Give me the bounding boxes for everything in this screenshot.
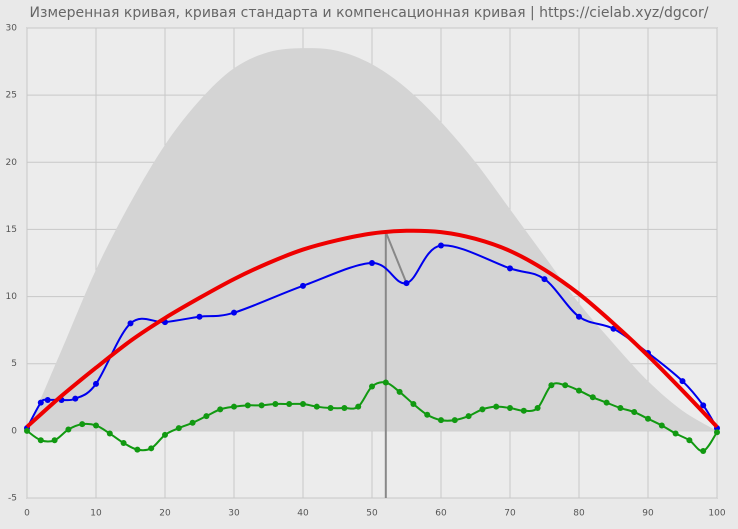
y-tick-label: 30 <box>6 24 18 34</box>
point <box>231 403 237 410</box>
x-tick-label: 20 <box>159 509 171 519</box>
point <box>37 399 44 406</box>
point <box>369 260 375 266</box>
point <box>672 430 679 437</box>
point <box>645 415 651 422</box>
point <box>369 383 375 390</box>
point <box>127 320 134 327</box>
point <box>438 417 444 424</box>
point <box>65 426 72 433</box>
point <box>424 411 431 418</box>
point <box>44 396 51 403</box>
point <box>507 265 513 272</box>
y-tick-label: 20 <box>6 158 18 168</box>
point <box>534 405 541 412</box>
point <box>24 427 30 434</box>
point <box>382 379 389 386</box>
y-tick-label: 0 <box>11 426 17 436</box>
point <box>658 422 665 429</box>
y-tick-label: 15 <box>6 225 17 235</box>
point <box>217 406 224 413</box>
point <box>576 313 582 320</box>
x-tick-label: 30 <box>228 509 240 519</box>
point <box>396 388 403 395</box>
x-tick-label: 60 <box>435 509 447 519</box>
point <box>244 402 251 409</box>
point <box>520 407 527 414</box>
y-tick-label: 25 <box>6 91 17 101</box>
area <box>27 48 717 431</box>
point <box>700 402 707 409</box>
point <box>327 405 334 412</box>
point <box>313 403 320 410</box>
x-tick-label: 0 <box>24 509 30 519</box>
point <box>51 437 58 444</box>
point <box>465 413 472 420</box>
point <box>175 425 182 432</box>
point <box>300 282 306 289</box>
point <box>507 405 513 412</box>
point <box>548 382 555 389</box>
x-tick-label: 70 <box>504 509 516 519</box>
point <box>286 401 293 407</box>
point <box>203 413 210 420</box>
point <box>451 417 458 424</box>
x-tick-label: 80 <box>573 509 585 519</box>
point <box>196 313 203 320</box>
point <box>231 309 237 316</box>
point <box>355 403 362 410</box>
point <box>410 401 417 407</box>
point <box>589 394 596 401</box>
series-line <box>25 228 719 429</box>
point <box>541 276 548 283</box>
y-tick-label: -5 <box>8 494 17 504</box>
point <box>120 439 127 446</box>
point <box>189 419 196 426</box>
point <box>272 401 279 407</box>
point <box>679 378 686 385</box>
point <box>72 395 79 402</box>
x-tick-label: 40 <box>297 509 309 519</box>
point <box>37 437 44 444</box>
chart-title: Измеренная кривая, кривая стандарта и ко… <box>30 5 709 21</box>
point <box>93 422 99 429</box>
x-tick-label: 50 <box>366 509 378 519</box>
point <box>603 399 610 406</box>
x-tick-label: 10 <box>90 509 102 519</box>
x-tick-label: 100 <box>708 509 725 519</box>
point <box>300 401 306 407</box>
point <box>162 431 168 438</box>
point <box>403 280 410 287</box>
point <box>576 387 582 394</box>
point <box>134 446 141 453</box>
point <box>714 429 720 436</box>
point <box>686 437 693 444</box>
point <box>493 403 500 410</box>
y-tick-label: 5 <box>11 359 17 369</box>
point <box>341 405 348 412</box>
point <box>562 382 569 389</box>
point <box>106 430 113 437</box>
point <box>148 445 155 452</box>
y-tick-label: 10 <box>6 292 18 302</box>
point <box>93 380 99 387</box>
x-tick-label: 90 <box>642 509 654 519</box>
point <box>79 421 86 428</box>
connector-line <box>384 231 408 284</box>
point <box>438 242 444 249</box>
point <box>631 409 638 416</box>
point <box>617 405 624 412</box>
point <box>479 406 486 413</box>
point <box>700 448 707 454</box>
point <box>258 402 265 409</box>
